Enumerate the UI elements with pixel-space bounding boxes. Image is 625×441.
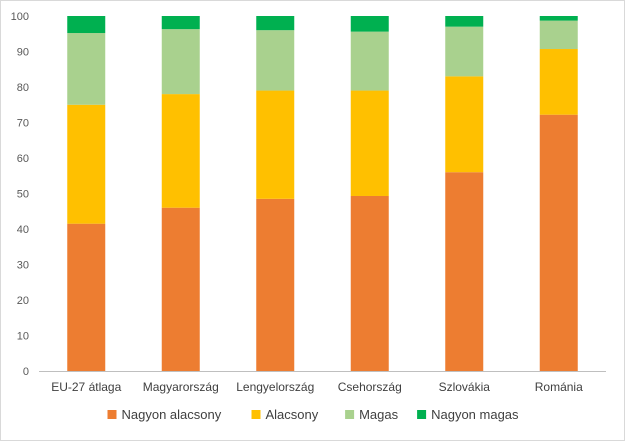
legend-label: Alacsony bbox=[266, 407, 319, 422]
y-tick-label: 70 bbox=[17, 118, 29, 130]
bar-segment bbox=[445, 172, 484, 371]
y-tick-label: 40 bbox=[17, 224, 29, 236]
bar-segment bbox=[445, 76, 484, 173]
legend-label: Nagyon magas bbox=[431, 407, 519, 422]
x-category-label: Románia bbox=[535, 380, 583, 394]
y-tick-label: 100 bbox=[11, 11, 29, 23]
legend-swatch bbox=[107, 410, 117, 419]
y-tick-label: 60 bbox=[17, 153, 29, 165]
bar-segment bbox=[539, 49, 578, 115]
x-category-label: EU-27 átlaga bbox=[51, 380, 121, 394]
legend-label: Nagyon alacsony bbox=[122, 407, 222, 422]
bar-segment bbox=[350, 16, 389, 32]
bar-segment bbox=[256, 30, 295, 91]
legend-label: Magas bbox=[359, 407, 399, 422]
y-tick-label: 80 bbox=[17, 82, 29, 94]
bar-segment bbox=[256, 16, 295, 31]
bar-segment bbox=[350, 31, 389, 91]
bar-segment bbox=[67, 16, 106, 34]
y-axis: 0 10 20 30 40 50 60 70 80 90 100 bbox=[11, 11, 29, 378]
y-tick-label: 0 bbox=[23, 366, 29, 378]
bar-segment bbox=[67, 223, 106, 371]
legend-swatch bbox=[417, 410, 427, 419]
bar-segment bbox=[445, 26, 484, 77]
y-tick-label: 10 bbox=[17, 331, 29, 343]
legend: Nagyon alacsony Alacsony Magas Nagyon magas bbox=[107, 407, 519, 422]
y-tick-label: 30 bbox=[17, 260, 29, 272]
bar-segment bbox=[350, 90, 389, 196]
bar-segment bbox=[539, 114, 578, 371]
bars bbox=[67, 16, 578, 371]
bar-segment bbox=[256, 90, 295, 199]
bar-segment bbox=[161, 207, 200, 371]
bar-segment bbox=[350, 195, 389, 371]
bar-segment bbox=[445, 16, 484, 27]
y-tick-label: 50 bbox=[17, 189, 29, 201]
bar-segment bbox=[256, 198, 295, 371]
bar-segment bbox=[161, 94, 200, 208]
y-tick-label: 20 bbox=[17, 295, 29, 307]
x-category-label: Magyarország bbox=[143, 380, 219, 394]
bar-segment bbox=[67, 33, 106, 105]
x-category-label: Lengyelország bbox=[236, 380, 314, 394]
bar-segment bbox=[539, 16, 578, 21]
x-category-label: Csehország bbox=[338, 380, 402, 394]
bar-segment bbox=[67, 104, 106, 224]
legend-swatch bbox=[345, 410, 355, 419]
y-tick-label: 90 bbox=[17, 47, 29, 59]
bar-segment bbox=[539, 20, 578, 50]
bar-segment bbox=[161, 29, 200, 95]
bar-segment bbox=[161, 16, 200, 30]
legend-swatch bbox=[251, 410, 261, 419]
x-axis: EU-27 átlaga Magyarország Lengyelország Cse… bbox=[39, 371, 606, 394]
x-category-label: Szlovákia bbox=[439, 380, 491, 394]
